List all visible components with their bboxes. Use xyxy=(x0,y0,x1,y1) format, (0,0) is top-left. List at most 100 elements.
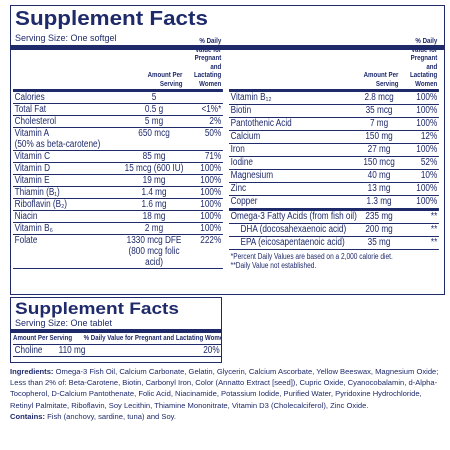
amount-header: Amount Per Serving xyxy=(13,333,73,342)
amount: 35 mcg xyxy=(365,105,393,116)
left-table: Amount Per Serving % Daily Value for Preg… xyxy=(13,36,223,269)
nutrient-note: (50% as beta-carotene) xyxy=(14,139,101,150)
nutrient-name-cell: Pantothenic Acid xyxy=(231,118,354,130)
table-header: Amount Per Serving % Daily Value for Preg… xyxy=(13,333,222,345)
nutrient-name-cell: Calories xyxy=(15,92,122,103)
dv-cell: 100% xyxy=(404,183,438,195)
amount-cell: 40 mg xyxy=(354,170,405,182)
nutrient-name: Calories xyxy=(14,92,45,103)
nutrient-name: Niacin xyxy=(14,211,38,222)
nutrient-row: Omega-3 Fatty Acids (from fish oil) 235 m… xyxy=(229,209,439,224)
ingredients: Ingredients: Omega-3 Fish Oil, Calcium C… xyxy=(10,366,444,422)
daily-value: 100% xyxy=(200,163,222,174)
nutrient-name: Magnesium xyxy=(230,170,274,181)
nutrient-name-cell: Copper xyxy=(231,196,354,208)
amount-cell: 150 mcg xyxy=(354,157,405,169)
amount-cell: 35 mg xyxy=(354,237,405,249)
table-header: Amount Per Serving % Daily Value for Preg… xyxy=(229,36,439,92)
footnotes: *Percent Daily Values are based on a 2,0… xyxy=(229,250,439,270)
dv-cell: 100% xyxy=(187,211,223,222)
daily-value: ** xyxy=(430,211,438,222)
nutrient-row: Cholesterol 5 mg 2% xyxy=(13,116,223,128)
nutrient-name-cell: Total Fat xyxy=(15,104,122,115)
amount: 40 mg xyxy=(367,170,391,181)
nutrient-name-cell: Riboflavin (B₂) xyxy=(15,199,122,210)
amount-cell: 200 mg xyxy=(354,224,405,236)
amount-cell: 18 mg xyxy=(121,211,187,222)
panel-title: Supplement Facts xyxy=(15,299,179,318)
nutrient-row: Niacin 18 mg 100% xyxy=(13,211,223,223)
nutrient-name: Folate xyxy=(14,235,38,246)
amount-cell: 2.8 mcg xyxy=(354,92,405,104)
amount: 235 mg xyxy=(365,211,393,222)
nutrient-name: DHA (docosahexaenoic acid) xyxy=(240,224,347,235)
nutrient-name: Thiamin (B₁) xyxy=(14,187,60,198)
nutrient-name-cell: Vitamin B₆ xyxy=(15,223,122,234)
nutrient-row: Magnesium 40 mg 10% xyxy=(229,170,439,183)
amount: 1.4 mg xyxy=(141,187,167,198)
dv-cell: 50% xyxy=(187,128,223,150)
dv-cell: 20% xyxy=(97,345,221,356)
amount-cell: 15 mcg (600 IU) xyxy=(121,163,187,174)
amount: 5 xyxy=(151,92,157,103)
nutrient-row: Calories 5 xyxy=(13,92,223,104)
nutrient-name: Choline xyxy=(14,344,43,356)
dv-cell: 100% xyxy=(187,175,223,186)
amount: 110 mg xyxy=(58,344,86,356)
panel-title: Supplement Facts xyxy=(15,8,208,30)
amount: 1330 mcg DFE xyxy=(126,235,182,246)
dv-cell xyxy=(187,92,223,103)
dv-cell: ** xyxy=(404,237,438,249)
nutrient-row: Copper 1.3 mg 100% xyxy=(229,196,439,209)
panel-1: Supplement Facts Serving Size: One softg… xyxy=(10,5,445,295)
dv-cell: ** xyxy=(404,224,438,236)
nutrient-name-cell: Biotin xyxy=(231,105,354,117)
nutrient-name-cell: Vitamin C xyxy=(15,151,122,162)
nutrient-row: Vitamin C 85 mg 71% xyxy=(13,151,223,163)
dv-cell: 2% xyxy=(187,116,223,127)
nutrient-name-cell: Niacin xyxy=(15,211,122,222)
serving-size: Serving Size: One softgel xyxy=(15,33,117,43)
nutrient-name-cell: Calcium xyxy=(231,131,354,143)
daily-value: 50% xyxy=(204,128,222,139)
nutrient-name-cell: Vitamin A (50% as beta-carotene) xyxy=(15,128,122,150)
nutrient-name: Biotin xyxy=(230,105,252,116)
dv-cell: 100% xyxy=(404,92,438,104)
ingredients-text: Omega-3 Fish Oil, Calcium Carbonate, Gel… xyxy=(10,367,439,410)
nutrient-name: Iodine xyxy=(230,157,253,168)
nutrient-name: EPA (eicosapentaenoic acid) xyxy=(240,237,345,248)
nutrient-name: Omega-3 Fatty Acids (from fish oil) xyxy=(230,211,357,222)
daily-value: 100% xyxy=(416,144,438,155)
dv-cell: 71% xyxy=(187,151,223,162)
dv-header: % Daily Value for Pregnant and Lactating… xyxy=(83,333,222,342)
nutrient-name: Calcium xyxy=(230,131,261,142)
daily-value: 100% xyxy=(416,118,438,129)
amount-note: (800 mcg folic acid) xyxy=(128,246,180,268)
amount-cell: 5 xyxy=(121,92,187,103)
nutrient-row: Vitamin A (50% as beta-carotene) 650 mcg 50… xyxy=(13,128,223,151)
amount-cell: 19 mg xyxy=(121,175,187,186)
nutrient-name: Vitamin B₆ xyxy=(14,223,53,234)
daily-value: 52% xyxy=(420,157,438,168)
amount: 2.8 mcg xyxy=(364,92,394,103)
dv-cell: 100% xyxy=(187,199,223,210)
daily-value: 100% xyxy=(200,211,222,222)
daily-value: 100% xyxy=(416,196,438,207)
nutrient-row: Thiamin (B₁) 1.4 mg 100% xyxy=(13,187,223,199)
amount-cell: 1.4 mg xyxy=(121,187,187,198)
amount: 200 mg xyxy=(365,224,393,235)
amount: 13 mg xyxy=(367,183,391,194)
amount-cell: 13 mg xyxy=(354,183,405,195)
daily-value: ** xyxy=(430,237,438,248)
amount-cell: 27 mg xyxy=(354,144,405,156)
dv-cell: 10% xyxy=(404,170,438,182)
nutrient-row: Vitamin B₆ 2 mg 100% xyxy=(13,223,223,235)
amount-cell: 7 mg xyxy=(354,118,405,130)
daily-value: 100% xyxy=(200,187,222,198)
right-table: Amount Per Serving % Daily Value for Preg… xyxy=(229,36,439,270)
dv-cell: <1%* xyxy=(187,104,223,115)
dv-cell: 100% xyxy=(404,144,438,156)
daily-value: <1%* xyxy=(201,104,222,115)
amount: 18 mg xyxy=(142,211,166,222)
dv-cell: 100% xyxy=(187,187,223,198)
